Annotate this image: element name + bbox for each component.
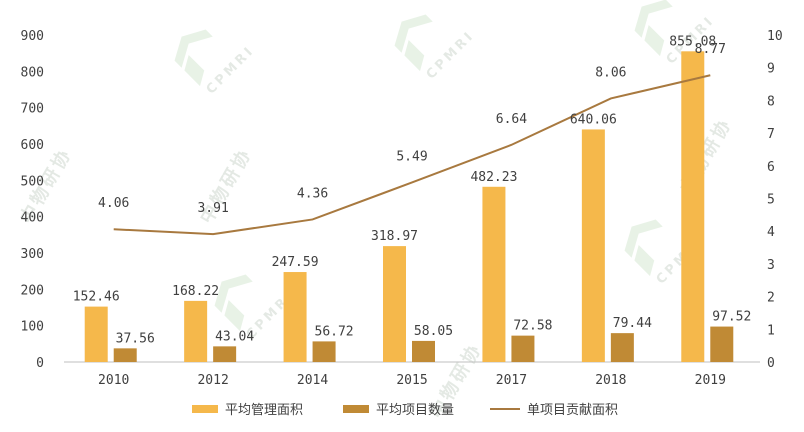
bar-avg-project-count [710, 326, 734, 362]
y-right-tick-label: 9 [767, 62, 775, 77]
watermark-text: CPMRI [424, 28, 478, 82]
bar-avg-managed-area [84, 306, 108, 362]
watermark-shape [224, 300, 245, 332]
x-tick-label: 2014 [297, 373, 328, 388]
x-tick-label: 2018 [595, 373, 626, 388]
watermark-logo: CPMRI [394, 14, 478, 82]
bar-avg-project-count [610, 333, 634, 362]
legend-label: 平均管理面积 [225, 403, 303, 418]
x-tick-label: 2019 [695, 373, 726, 388]
y-right-tick-label: 6 [767, 160, 775, 175]
y-right-tick-label: 10 [767, 29, 783, 44]
watermark-shape [634, 0, 673, 38]
data-label: 482.23 [470, 170, 517, 185]
y-left-tick-label: 800 [21, 65, 44, 80]
watermark-shape [174, 29, 213, 68]
axes: 0 100 200 300 400 500 600 700 800 900 0 1 2 3 4 5 6 7 8 9 10… [21, 29, 783, 388]
x-tick-label: 2017 [496, 373, 527, 388]
line-data-label: 8.77 [695, 42, 726, 57]
bar-avg-project-count [213, 346, 237, 362]
x-tick-label: 2015 [396, 373, 427, 388]
y-right-tick-label: 2 [767, 291, 775, 306]
y-left-tick-label: 900 [21, 29, 44, 44]
x-tick-label: 2010 [98, 373, 129, 388]
watermark-shape [404, 40, 425, 72]
y-right-tick-label: 0 [767, 356, 775, 371]
line-per-project-area [113, 74, 711, 236]
bars [84, 51, 734, 363]
legend-label: 平均项目数量 [376, 403, 454, 418]
y-right-tick-label: 8 [767, 94, 775, 109]
legend-swatch [343, 405, 369, 413]
line-data-label: 5.49 [396, 149, 427, 164]
watermark-text: CPMRI [204, 43, 258, 97]
y-right-tick-label: 7 [767, 127, 775, 142]
bar-avg-managed-area [581, 129, 605, 362]
y-left-tick-label: 0 [36, 356, 44, 371]
data-label: 168.22 [172, 284, 219, 299]
data-labels: 152.46 168.22 247.59 318.97 482.23 640.06 855.… [73, 34, 752, 346]
data-label: 37.56 [116, 331, 155, 346]
data-label: 72.58 [513, 319, 552, 334]
bar-avg-managed-area [383, 246, 406, 362]
bar-avg-managed-area [681, 51, 705, 363]
watermark-shape [644, 25, 665, 57]
watermark-shape [214, 274, 253, 313]
watermark-logo: CPMRI [174, 29, 258, 97]
legend-label: 单项目贡献面积 [527, 403, 618, 418]
y-right-tick-label: 5 [767, 193, 775, 208]
data-label: 247.59 [272, 255, 319, 270]
bar-avg-managed-area [184, 300, 208, 362]
line-data-label: 4.06 [98, 196, 129, 211]
line-data-label: 4.36 [297, 186, 328, 201]
watermark-shape [624, 219, 663, 258]
watermark-shape [394, 14, 433, 53]
y-left-tick-label: 300 [21, 247, 44, 262]
data-label: 640.06 [570, 112, 617, 127]
bar-avg-project-count [113, 348, 137, 362]
line-data-label: 6.64 [496, 112, 527, 127]
bar-avg-managed-area [482, 186, 506, 362]
watermark-shape [184, 55, 205, 87]
line-data-label: 8.06 [595, 65, 626, 80]
y-left-tick-label: 200 [21, 283, 44, 298]
data-label: 152.46 [73, 290, 120, 305]
bar-avg-managed-area [283, 272, 307, 362]
y-left-tick-label: 400 [21, 211, 44, 226]
y-left-tick-label: 700 [21, 102, 44, 117]
y-left-tick-label: 100 [21, 320, 44, 335]
data-label: 97.52 [712, 310, 751, 325]
x-tick-label: 2012 [197, 373, 228, 388]
bar-avg-project-count [312, 341, 336, 362]
y-left-tick-label: 600 [21, 138, 44, 153]
data-label: 318.97 [371, 229, 418, 244]
y-right-tick-label: 3 [767, 258, 775, 273]
bar-avg-project-count [412, 340, 435, 362]
watermark-shape [634, 245, 655, 277]
data-label: 855.08 [669, 34, 716, 49]
data-label: 43.04 [215, 329, 254, 344]
line-data-label: 3.91 [197, 201, 228, 216]
data-label: 56.72 [315, 324, 354, 339]
legend-swatch [192, 405, 218, 413]
y-left-tick-label: 500 [21, 174, 44, 189]
bar-avg-project-count [511, 335, 535, 362]
data-label: 79.44 [613, 316, 652, 331]
data-label: 58.05 [414, 324, 453, 339]
legend: 平均管理面积 平均项目数量 单项目贡献面积 [192, 403, 618, 418]
y-right-tick-label: 4 [767, 225, 775, 240]
lines [113, 74, 711, 236]
y-right-tick-label: 1 [767, 323, 775, 338]
